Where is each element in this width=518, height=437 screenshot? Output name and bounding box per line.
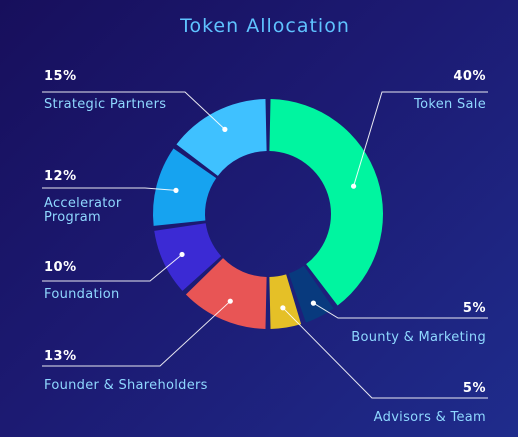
category-label-strategic-partners: Strategic Partners — [44, 97, 166, 112]
pct-label-advisors-team: 5% — [463, 381, 486, 396]
pct-label-bounty-marketing: 5% — [463, 301, 486, 316]
pct-label-founder-shareholders: 13% — [44, 349, 77, 364]
slice-strategic-partners — [176, 99, 267, 176]
leader-line-foundation — [42, 254, 183, 282]
leader-line-accelerator-program — [42, 187, 177, 191]
slice-token-sale — [269, 99, 383, 306]
leader-line-founder-shareholders — [42, 300, 231, 367]
slice-advisors-team — [269, 274, 302, 329]
callouts: 40% Token Sale 5% Bounty & Marketing 5% Advis… — [42, 69, 488, 425]
category-label-token-sale: Token Sale — [413, 97, 486, 112]
category-label-foundation: Foundation — [44, 287, 120, 302]
pct-label-token-sale: 40% — [453, 69, 486, 84]
slice-founder-shareholders — [185, 258, 267, 329]
category-label-advisors-team: Advisors & Team — [374, 410, 486, 425]
category-label-accelerator-program: Program — [44, 210, 101, 225]
slice-foundation — [154, 223, 222, 291]
pct-label-strategic-partners: 15% — [44, 69, 77, 84]
chart-title: Token Allocation — [179, 15, 350, 37]
category-label-founder-shareholders: Founder & Shareholders — [44, 378, 208, 393]
leader-line-token-sale — [353, 91, 488, 187]
category-label-accelerator-program: Accelerator — [44, 196, 122, 211]
leader-line-bounty-marketing — [313, 302, 488, 319]
pct-label-accelerator-program: 12% — [44, 169, 77, 184]
category-label-bounty-marketing: Bounty & Marketing — [351, 330, 486, 345]
slice-accelerator-program — [153, 148, 217, 226]
donut-slices — [153, 99, 383, 329]
leader-line-strategic-partners — [42, 91, 226, 130]
leader-line-advisors-team — [282, 307, 488, 399]
pct-label-foundation: 10% — [44, 260, 77, 275]
